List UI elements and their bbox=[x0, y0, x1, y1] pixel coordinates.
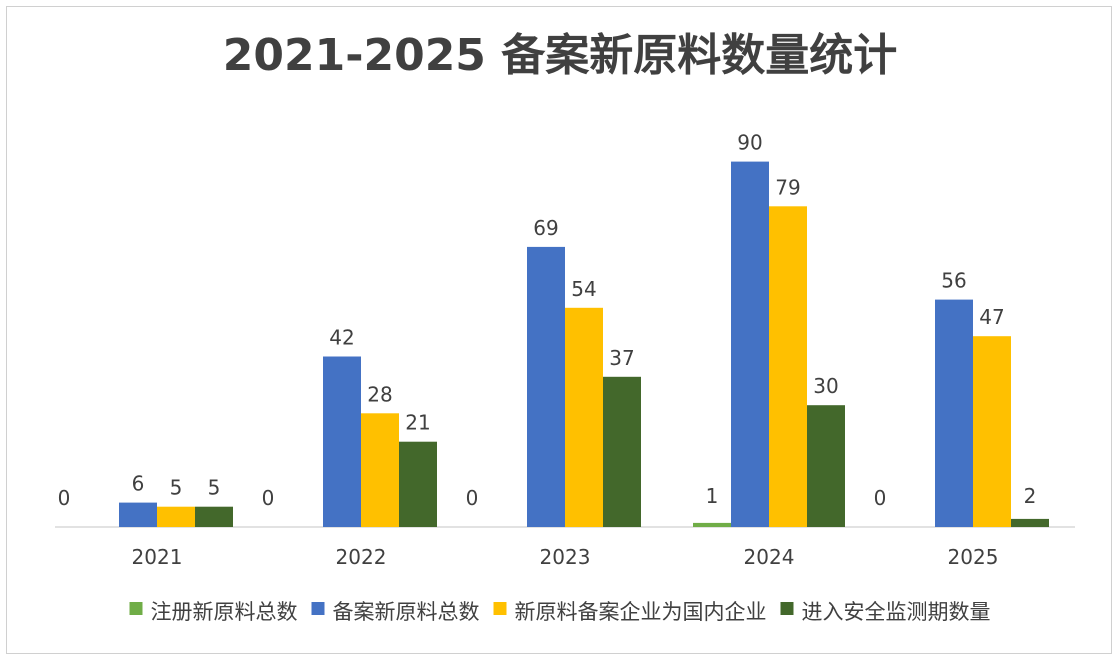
x-tick-label-2023: 2023 bbox=[540, 545, 591, 569]
bars-group bbox=[119, 161, 1049, 528]
data-label-2021-series-3: 5 bbox=[170, 476, 183, 500]
bar-2021-series-4 bbox=[195, 506, 233, 527]
legend-swatch-4 bbox=[780, 602, 794, 615]
data-label-2022-series-2: 42 bbox=[329, 326, 354, 350]
data-label-2021-series-2: 6 bbox=[132, 472, 145, 496]
legend-swatch-1 bbox=[129, 602, 143, 615]
legend-label-4: 进入安全监测期数量 bbox=[802, 600, 991, 624]
data-labels-group: 0 6 5 5 0 42 28 21 0 69 54 37 1 90 79 30 0 56 47 2 bbox=[58, 131, 1037, 510]
legend-label-1: 注册新原料总数 bbox=[151, 600, 298, 624]
x-tick-label-2021: 2021 bbox=[132, 545, 183, 569]
data-label-2023-series-4: 37 bbox=[609, 346, 634, 370]
data-label-2025-series-1: 0 bbox=[874, 486, 887, 510]
data-label-2023-series-3: 54 bbox=[571, 277, 596, 301]
data-label-2025-series-4: 2 bbox=[1024, 484, 1037, 508]
x-tick-label-2022: 2022 bbox=[336, 545, 387, 569]
bar-2022-series-2 bbox=[323, 356, 361, 527]
bar-2024-series-1 bbox=[693, 522, 731, 527]
legend-label-3: 新原料备案企业为国内企业 bbox=[515, 600, 767, 624]
bar-2025-series-3 bbox=[973, 336, 1011, 527]
data-label-2021-series-1: 0 bbox=[58, 486, 71, 510]
data-label-2021-series-4: 5 bbox=[208, 476, 221, 500]
data-label-2022-series-4: 21 bbox=[405, 411, 430, 435]
bar-2022-series-4 bbox=[399, 441, 437, 527]
bar-2023-series-3 bbox=[565, 307, 603, 527]
data-label-2022-series-1: 0 bbox=[262, 486, 275, 510]
bar-2024-series-2 bbox=[731, 161, 769, 527]
x-ticks-group: 2021 2022 2023 2024 2025 bbox=[132, 545, 999, 569]
data-label-2024-series-4: 30 bbox=[813, 374, 838, 398]
data-label-2023-series-1: 0 bbox=[466, 486, 479, 510]
data-label-2024-series-3: 79 bbox=[775, 175, 800, 199]
data-label-2022-series-3: 28 bbox=[367, 382, 392, 406]
bar-2025-series-4 bbox=[1011, 518, 1049, 527]
bar-2023-series-4 bbox=[603, 376, 641, 527]
bar-2025-series-2 bbox=[935, 299, 973, 527]
bar-2024-series-4 bbox=[807, 405, 845, 527]
legend-label-2: 备案新原料总数 bbox=[333, 600, 480, 624]
legend-swatch-2 bbox=[311, 602, 325, 615]
bar-2022-series-3 bbox=[361, 413, 399, 527]
data-label-2024-series-2: 90 bbox=[737, 131, 762, 155]
x-tick-label-2025: 2025 bbox=[948, 545, 999, 569]
data-label-2024-series-1: 1 bbox=[706, 484, 719, 508]
data-label-2025-series-2: 56 bbox=[941, 269, 966, 293]
data-label-2025-series-3: 47 bbox=[979, 305, 1004, 329]
x-tick-label-2024: 2024 bbox=[744, 545, 795, 569]
bar-2023-series-2 bbox=[527, 246, 565, 527]
bar-2024-series-3 bbox=[769, 206, 807, 528]
legend-swatch-3 bbox=[493, 602, 507, 615]
data-label-2023-series-2: 69 bbox=[533, 216, 558, 240]
bar-2021-series-3 bbox=[157, 506, 195, 527]
chart-title: 2021-2025 备案新原料数量统计 bbox=[223, 30, 898, 81]
bar-2021-series-2 bbox=[119, 502, 157, 527]
legend: 注册新原料总数 备案新原料总数 新原料备案企业为国内企业 进入安全监测期数量 bbox=[129, 600, 991, 624]
